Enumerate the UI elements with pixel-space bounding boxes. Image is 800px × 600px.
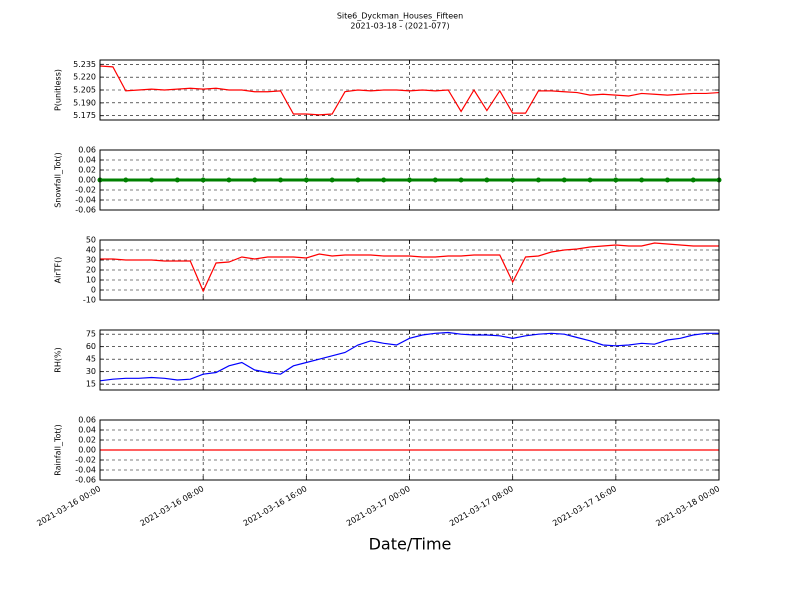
y-tick-label: 30 <box>86 256 96 265</box>
y-tick-label: -10 <box>83 296 96 305</box>
x-tick-label: 2021-03-16 00:00 <box>35 484 102 528</box>
x-tick-label: 2021-03-17 16:00 <box>551 484 618 528</box>
series-marker <box>561 177 567 183</box>
series-marker <box>690 177 696 183</box>
plot-frame <box>99 239 720 301</box>
y-tick-label: 0.00 <box>78 176 96 185</box>
series-marker <box>432 177 438 183</box>
y-axis-label: Snowfall_Tot() <box>54 152 63 208</box>
y-tick-label: -0.04 <box>75 466 96 475</box>
series-line <box>100 242 719 293</box>
series-marker <box>639 177 645 183</box>
x-axis-label: Date/Time <box>369 535 452 554</box>
y-tick-label: 75 <box>86 330 96 339</box>
y-tick-label: 5.235 <box>73 60 96 69</box>
y-tick-label: 40 <box>86 246 96 255</box>
plot-frame <box>99 59 720 121</box>
x-tick-label: 2021-03-18 00:00 <box>654 484 721 528</box>
y-tick-label: 5.175 <box>73 111 96 120</box>
series-marker <box>664 177 670 183</box>
series-marker <box>123 177 129 183</box>
y-tick-label: 0.06 <box>78 146 96 155</box>
y-tick-label: 5.220 <box>73 73 96 82</box>
y-tick-label: -0.06 <box>75 476 96 485</box>
y-tick-label: 20 <box>86 266 96 275</box>
y-tick-label: 0.02 <box>78 436 96 445</box>
y-tick-label: 30 <box>86 367 96 376</box>
plot-frame <box>99 329 720 391</box>
chart-title: Site6_Dyckman_Houses_Fifteen <box>337 12 463 21</box>
series-marker <box>535 177 541 183</box>
y-axis-label: P(unitless) <box>54 69 63 111</box>
x-tick-label: 2021-03-17 08:00 <box>448 484 515 528</box>
series-line <box>99 331 719 382</box>
y-tick-label: -0.02 <box>75 186 96 195</box>
series-marker <box>381 177 387 183</box>
y-tick-label: 60 <box>86 342 96 351</box>
y-tick-label: 0.06 <box>78 416 96 425</box>
series-marker <box>174 177 180 183</box>
x-tick-label: 2021-03-16 16:00 <box>242 484 309 528</box>
series-marker <box>252 177 258 183</box>
y-tick-label: -0.02 <box>75 456 96 465</box>
y-tick-label: 0.00 <box>78 446 96 455</box>
series-marker <box>484 177 490 183</box>
y-axis-label: RH(%) <box>54 347 63 372</box>
y-tick-label: 5.190 <box>73 98 96 107</box>
y-tick-label: 15 <box>86 380 96 389</box>
series-marker <box>226 177 232 183</box>
y-tick-label: -0.06 <box>75 206 96 215</box>
series-marker <box>407 177 412 183</box>
y-tick-label: 0.04 <box>78 156 96 165</box>
series-marker <box>613 177 619 183</box>
series-marker <box>355 177 361 183</box>
series-marker <box>458 177 464 183</box>
series-marker <box>587 177 593 183</box>
y-tick-label: 50 <box>86 236 96 245</box>
chart-subtitle: 2021-03-18 - (2021-077) <box>350 22 449 31</box>
y-tick-label: 10 <box>86 276 96 285</box>
series-marker <box>149 177 155 183</box>
y-tick-label: 0 <box>91 286 96 295</box>
x-tick-label: 2021-03-16 08:00 <box>138 484 205 528</box>
x-tick-label: 2021-03-17 00:00 <box>345 484 412 528</box>
y-tick-label: 0.02 <box>78 166 96 175</box>
series-marker <box>303 177 309 183</box>
series-marker <box>510 177 516 183</box>
y-axis-label: AirTF() <box>54 257 63 284</box>
series-marker <box>200 177 206 183</box>
y-tick-label: 5.205 <box>73 86 96 95</box>
series-marker <box>329 177 335 183</box>
plot-frame <box>99 419 720 481</box>
series-line <box>99 65 720 116</box>
y-tick-label: -0.04 <box>75 196 96 205</box>
y-axis-label: Rainfall_Tot() <box>54 424 63 476</box>
plot-frame <box>99 149 720 211</box>
y-tick-label: 0.04 <box>78 426 96 435</box>
series-marker <box>278 177 284 183</box>
y-tick-label: 45 <box>86 355 96 364</box>
